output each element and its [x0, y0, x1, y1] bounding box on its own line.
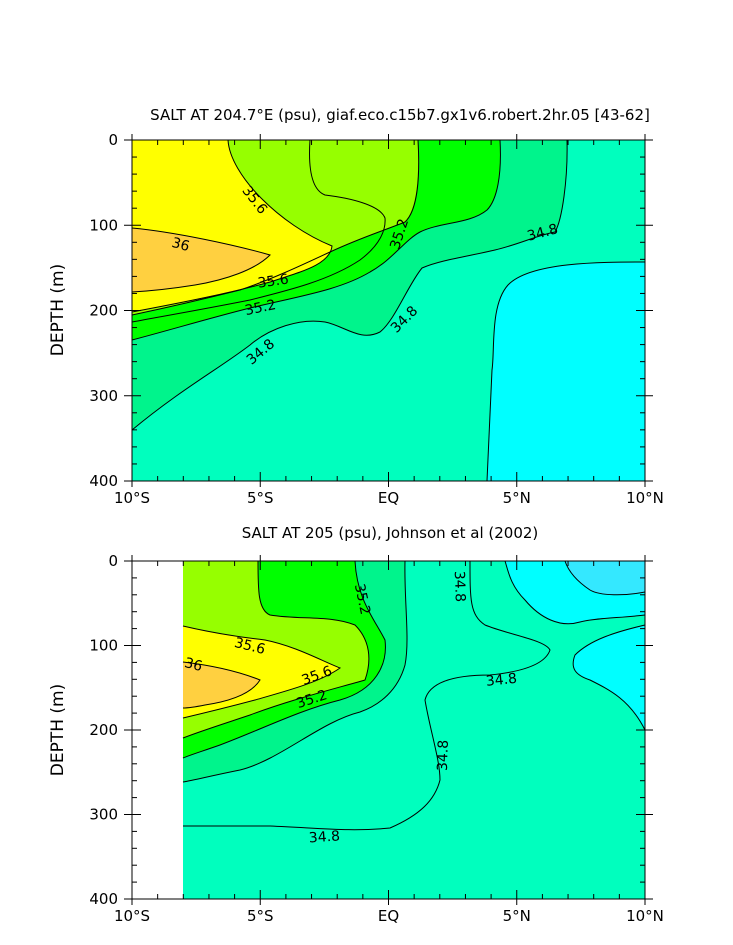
contour-line [182, 560, 386, 759]
contour-line [564, 560, 646, 596]
contour-line [183, 560, 551, 831]
region-35.8 [132, 228, 270, 292]
contour-label: 34.8 [526, 221, 560, 245]
contour-label-text: 36 [170, 235, 191, 255]
chart-title: SALT AT 205 (psu), Johnson et al (2002) [242, 524, 539, 542]
axes: 10°S 5°S EQ 5°N 10°N 0 100 200 300 400 [89, 131, 664, 507]
contour-line [131, 139, 333, 313]
y-tick-label: 0 [108, 131, 118, 149]
y-tick-label: 300 [89, 387, 118, 405]
contour-line [182, 625, 342, 719]
y-tick-label: 400 [89, 472, 118, 490]
y-tick-label: 300 [89, 806, 118, 824]
contour-label-text: 34.8 [451, 571, 468, 603]
x-tick-label: 5°N [503, 907, 531, 925]
contour-label-text: 34.8 [526, 221, 560, 245]
contour-label-text: 35.6 [233, 635, 267, 658]
contour-label: 34.8 [435, 740, 452, 772]
contour-line [182, 661, 261, 709]
contour-lines [131, 139, 646, 482]
contour-label-text: 34.8 [485, 671, 518, 690]
contour-line [182, 560, 370, 739]
contour-line [131, 139, 386, 323]
x-tick-label: EQ [378, 489, 399, 507]
contour-label-text: 34.8 [435, 740, 452, 772]
contour-line [131, 139, 568, 431]
x-tick-label: 5°S [247, 489, 274, 507]
contour-label: 34.8 [308, 828, 340, 846]
chart-title: SALT AT 204.7°E (psu), giaf.eco.c15b7.gx… [150, 106, 650, 124]
x-tick-label: 5°S [247, 907, 274, 925]
y-tick-label: 0 [108, 552, 118, 570]
y-tick-label: 200 [89, 302, 118, 320]
y-tick-label: 200 [89, 721, 118, 739]
contour-label-text: 36 [183, 655, 204, 675]
contour-line [182, 560, 408, 783]
x-tick-label: 10°N [626, 907, 664, 925]
contour-labels: 35.2 34.835.636 35.635.234.834.834.8 [183, 571, 518, 847]
contour-label-text: 35.2 [244, 297, 278, 319]
x-tick-label: 5°N [503, 489, 531, 507]
contour-line [572, 624, 646, 731]
contour-fill [183, 561, 645, 899]
y-tick-label: 100 [89, 216, 118, 234]
contour-line [486, 261, 646, 482]
axes: 10°S 5°S EQ 5°N 10°N 0 100 200 300 400 [89, 552, 664, 925]
x-tick-label: 10°S [114, 489, 150, 507]
x-tick-label: EQ [378, 907, 399, 925]
y-tick-label: 100 [89, 637, 118, 655]
y-axis-label: DEPTH (m) [48, 684, 68, 776]
contour-label: 34.8 [485, 671, 518, 690]
y-axis-label: DEPTH (m) [48, 264, 68, 356]
chart-top: SALT AT 204.7°E (psu), giaf.eco.c15b7.gx… [48, 106, 664, 507]
contour-label: 36 [183, 655, 204, 675]
contour-line [504, 560, 646, 625]
contour-label: 36 [170, 235, 191, 255]
contour-label: 35.2 [351, 582, 373, 616]
x-tick-label: 10°S [114, 907, 150, 925]
x-tick-label: 10°N [626, 489, 664, 507]
contour-label: 34.8 [451, 571, 468, 603]
contour-label: 35.2 [244, 297, 278, 319]
contour-fill [132, 140, 645, 481]
contour-line [131, 227, 271, 293]
contour-label-text: 35.6 [257, 272, 290, 292]
contour-label-text: 35.2 [351, 582, 373, 616]
contour-label: 35.6 [233, 635, 267, 658]
y-tick-label: 400 [89, 890, 118, 908]
chart-bottom: SALT AT 205 (psu), Johnson et al (2002) [48, 524, 664, 925]
contour-lines [182, 560, 646, 831]
contour-line [131, 139, 501, 341]
contour-label: 35.6 [257, 272, 290, 292]
contour-label-text: 34.8 [308, 828, 340, 846]
